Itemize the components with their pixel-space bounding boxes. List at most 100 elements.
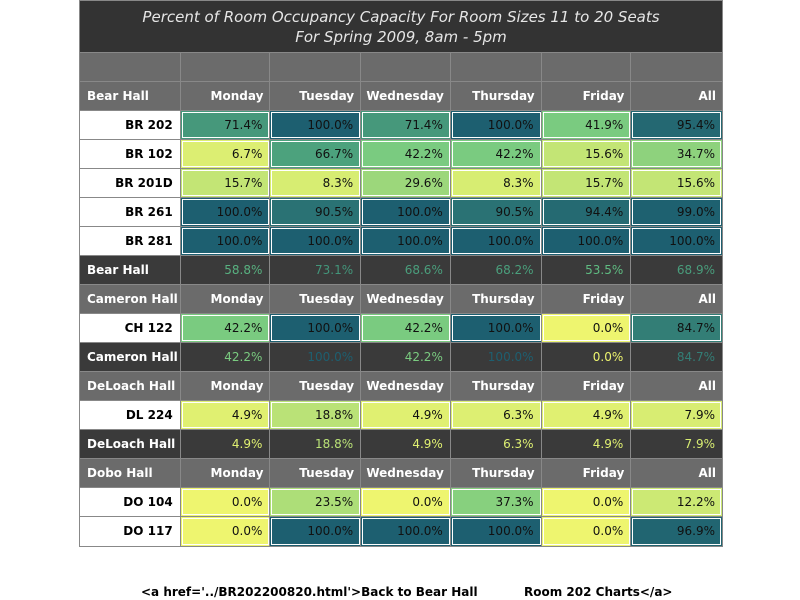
occupancy-cell: 37.3% <box>450 488 542 516</box>
summary-cell: 100.0% <box>451 343 542 371</box>
occupancy-cell: 100.0% <box>270 111 362 139</box>
occupancy-cell: 0.0% <box>180 488 271 516</box>
occupancy-cell: 8.3% <box>270 169 362 197</box>
summary-cell: 58.8% <box>181 256 271 284</box>
hall-header-row: Bear Hall Monday Tuesday Wednesday Thursday F… <box>80 82 722 111</box>
column-header-monday: Monday <box>180 459 271 487</box>
room-name[interactable]: CH 122 <box>80 314 181 342</box>
occupancy-cell: 42.2% <box>450 140 542 168</box>
hall-header-name: Bear Hall <box>80 82 181 110</box>
occupancy-cell: 90.5% <box>270 198 362 226</box>
room-name[interactable]: BR 201D <box>80 169 181 197</box>
summary-cell: 18.8% <box>270 430 362 458</box>
summary-cell: 42.2% <box>361 343 451 371</box>
column-header-all: All <box>631 459 722 487</box>
summary-cell: 73.1% <box>270 256 362 284</box>
occupancy-cell: 4.9% <box>180 401 271 429</box>
room-name[interactable]: BR 102 <box>80 140 181 168</box>
room-name[interactable]: BR 281 <box>80 227 181 255</box>
hall-header-row: DeLoach Hall Monday Tuesday Wednesday Thursd… <box>80 372 722 401</box>
occupancy-cell: 0.0% <box>361 488 451 516</box>
title-line-1: Percent of Room Occupancy Capacity For R… <box>142 8 660 26</box>
occupancy-cell: 41.9% <box>541 111 632 139</box>
column-header-monday: Monday <box>180 285 271 313</box>
room-charts-link-text[interactable]: Room 202 Charts</a> <box>524 585 673 599</box>
occupancy-cell: 100.0% <box>180 198 271 226</box>
summary-cell: 4.9% <box>542 430 632 458</box>
room-row: CH 122 42.2% 100.0% 42.2% 100.0% 0.0% 84.7% <box>80 314 722 343</box>
footer: <a href='../BR202200820.html'>Back to Be… <box>0 585 800 600</box>
occupancy-cell: 42.2% <box>361 314 451 342</box>
column-header-tuesday: Tuesday <box>270 285 362 313</box>
column-header-all: All <box>631 372 722 400</box>
occupancy-cell: 100.0% <box>450 517 542 546</box>
room-name[interactable]: DO 104 <box>80 488 181 516</box>
room-name[interactable]: DO 117 <box>80 517 181 546</box>
occupancy-cell: 99.0% <box>631 198 722 226</box>
occupancy-cell: 4.9% <box>541 401 632 429</box>
summary-cell: 53.5% <box>542 256 632 284</box>
occupancy-cell: 12.2% <box>631 488 722 516</box>
occupancy-cell: 100.0% <box>541 227 632 255</box>
column-header-all: All <box>631 285 722 313</box>
room-row: DO 104 0.0% 23.5% 0.0% 37.3% 0.0% 12.2% <box>80 488 722 517</box>
column-header-wednesday: Wednesday <box>361 372 451 400</box>
occupancy-cell: 6.7% <box>180 140 271 168</box>
summary-cell: 4.9% <box>361 430 451 458</box>
room-row: BR 261 100.0% 90.5% 100.0% 90.5% 94.4% 99.0% <box>80 198 722 227</box>
room-name[interactable]: DL 224 <box>80 401 181 429</box>
hall-summary-name: DeLoach Hall <box>80 430 181 458</box>
column-header-monday: Monday <box>180 82 271 110</box>
occupancy-cell: 66.7% <box>270 140 362 168</box>
occupancy-cell: 4.9% <box>361 401 451 429</box>
occupancy-cell: 100.0% <box>270 227 362 255</box>
summary-cell: 4.9% <box>181 430 271 458</box>
hall-summary-name: Cameron Hall <box>80 343 181 371</box>
occupancy-cell: 100.0% <box>450 314 542 342</box>
occupancy-cell: 42.2% <box>361 140 451 168</box>
summary-cell: 100.0% <box>270 343 362 371</box>
occupancy-cell: 71.4% <box>180 111 271 139</box>
hall-header-name: Dobo Hall <box>80 459 181 487</box>
summary-cell: 6.3% <box>451 430 542 458</box>
occupancy-cell: 71.4% <box>361 111 451 139</box>
blank-cell <box>450 53 542 81</box>
hall-header-name: DeLoach Hall <box>80 372 181 400</box>
occupancy-cell: 8.3% <box>450 169 542 197</box>
occupancy-cell: 0.0% <box>541 314 632 342</box>
occupancy-cell: 18.8% <box>270 401 362 429</box>
column-header-friday: Friday <box>541 459 632 487</box>
hall-header-row: Cameron Hall Monday Tuesday Wednesday Thursd… <box>80 285 722 314</box>
blank-cell <box>270 53 362 81</box>
occupancy-cell: 100.0% <box>450 111 542 139</box>
blank-header-row <box>80 53 722 82</box>
occupancy-cell: 42.2% <box>180 314 271 342</box>
column-header-wednesday: Wednesday <box>361 285 451 313</box>
room-name[interactable]: BR 261 <box>80 198 181 226</box>
occupancy-cell: 100.0% <box>450 227 542 255</box>
column-header-monday: Monday <box>180 372 271 400</box>
summary-cell: 42.2% <box>181 343 271 371</box>
hall-header-row: Dobo Hall Monday Tuesday Wednesday Thursday F… <box>80 459 722 488</box>
blank-cell <box>80 53 181 81</box>
occupancy-cell: 15.6% <box>541 140 632 168</box>
occupancy-cell: 15.7% <box>180 169 271 197</box>
column-header-tuesday: Tuesday <box>270 82 362 110</box>
occupancy-cell: 100.0% <box>361 198 451 226</box>
occupancy-cell: 90.5% <box>450 198 542 226</box>
room-name[interactable]: BR 202 <box>80 111 181 139</box>
back-to-hall-link-text[interactable]: <a href='../BR202200820.html'>Back to Be… <box>141 585 478 599</box>
occupancy-cell: 0.0% <box>180 517 271 546</box>
table-body: Bear Hall Monday Tuesday Wednesday Thursday F… <box>80 82 722 546</box>
occupancy-cell: 34.7% <box>631 140 722 168</box>
occupancy-cell: 95.4% <box>631 111 722 139</box>
room-row: DL 224 4.9% 18.8% 4.9% 6.3% 4.9% 7.9% <box>80 401 722 430</box>
occupancy-cell: 100.0% <box>361 227 451 255</box>
occupancy-cell: 84.7% <box>631 314 722 342</box>
occupancy-cell: 100.0% <box>631 227 722 255</box>
blank-cell <box>541 53 632 81</box>
occupancy-cell: 23.5% <box>270 488 362 516</box>
summary-cell: 68.9% <box>676 263 715 277</box>
occupancy-table: Percent of Room Occupancy Capacity For R… <box>79 0 723 547</box>
column-header-friday: Friday <box>541 82 632 110</box>
